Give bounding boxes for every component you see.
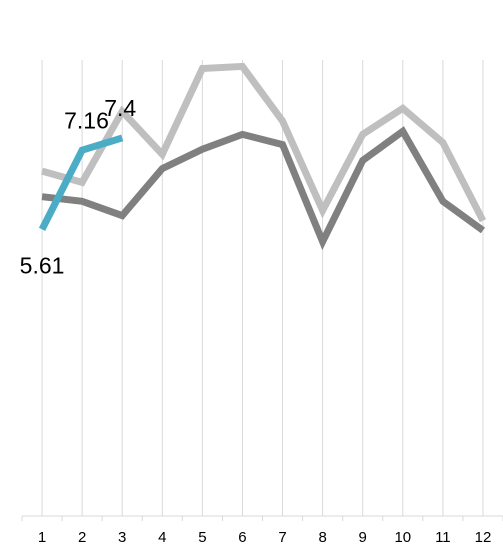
x-tick-label: 4 bbox=[158, 529, 166, 546]
x-tick-label: 11 bbox=[435, 529, 451, 546]
x-tick-label: 10 bbox=[394, 529, 411, 546]
data-label: 7.4 bbox=[104, 95, 136, 121]
x-tick-label: 7 bbox=[278, 529, 286, 546]
data-label: 7.16 bbox=[64, 107, 109, 133]
x-tick-label: 9 bbox=[359, 529, 367, 546]
x-tick-label: 6 bbox=[238, 529, 246, 546]
x-tick-label: 1 bbox=[38, 529, 46, 546]
x-tick-label: 8 bbox=[318, 529, 326, 546]
x-tick-label: 5 bbox=[198, 529, 206, 546]
line-series bbox=[41, 126, 486, 251]
line-series bbox=[41, 62, 487, 223]
data-label: 5.61 bbox=[20, 252, 65, 278]
x-tick-label: 12 bbox=[475, 529, 492, 546]
x-tick-label: 3 bbox=[118, 529, 126, 546]
line-series bbox=[38, 134, 124, 231]
x-tick-label: 2 bbox=[78, 529, 86, 546]
